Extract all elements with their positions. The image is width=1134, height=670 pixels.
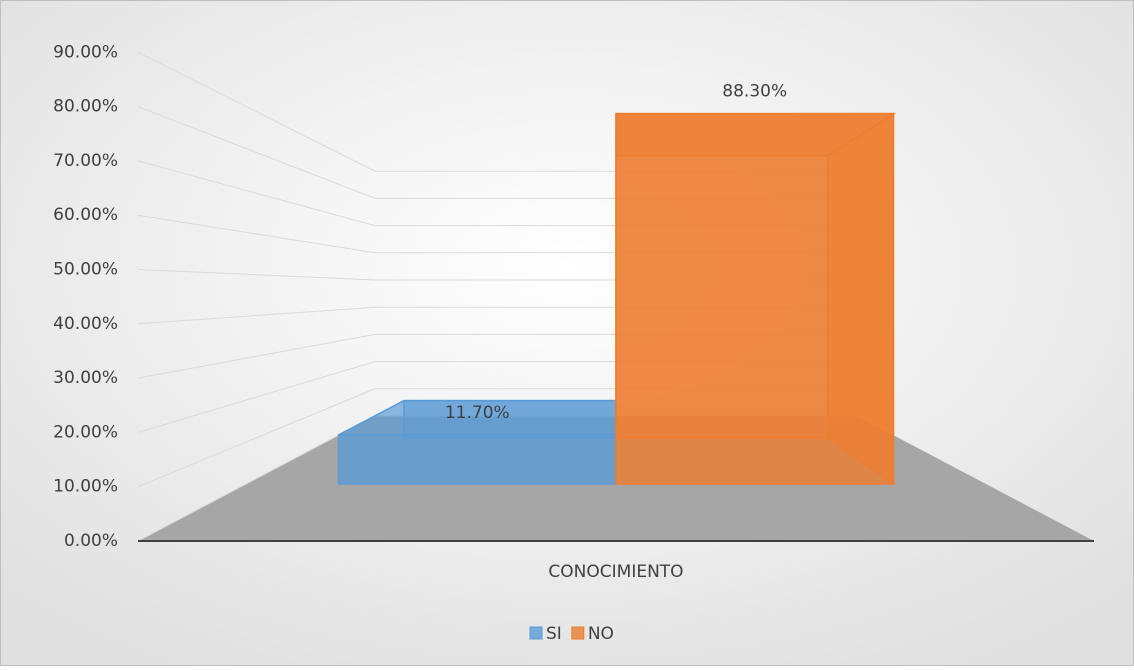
legend-swatch (571, 626, 585, 640)
legend-label: SI (546, 624, 562, 644)
y-tick-label: 80.00% (53, 97, 118, 117)
legend-swatch (529, 626, 543, 640)
y-tick-label: 70.00% (53, 151, 118, 171)
y-tick-label: 50.00% (53, 260, 118, 280)
y-tick-label: 10.00% (53, 477, 118, 497)
y-tick-label: 40.00% (53, 314, 118, 334)
x-tick-label: CONOCIMIENTO (548, 562, 683, 582)
y-tick-label: 30.00% (53, 368, 118, 388)
y-tick-label: 0.00% (64, 531, 118, 551)
legend-label: NO (588, 624, 614, 644)
bar-front (615, 112, 895, 485)
y-tick-label: 90.00% (53, 42, 118, 62)
y-tick-label: 20.00% (53, 422, 118, 442)
y-tick-label: 60.00% (53, 205, 118, 225)
data-label: 11.70% (445, 403, 510, 423)
data-label: 88.30% (722, 82, 787, 102)
bar-front (337, 434, 617, 485)
